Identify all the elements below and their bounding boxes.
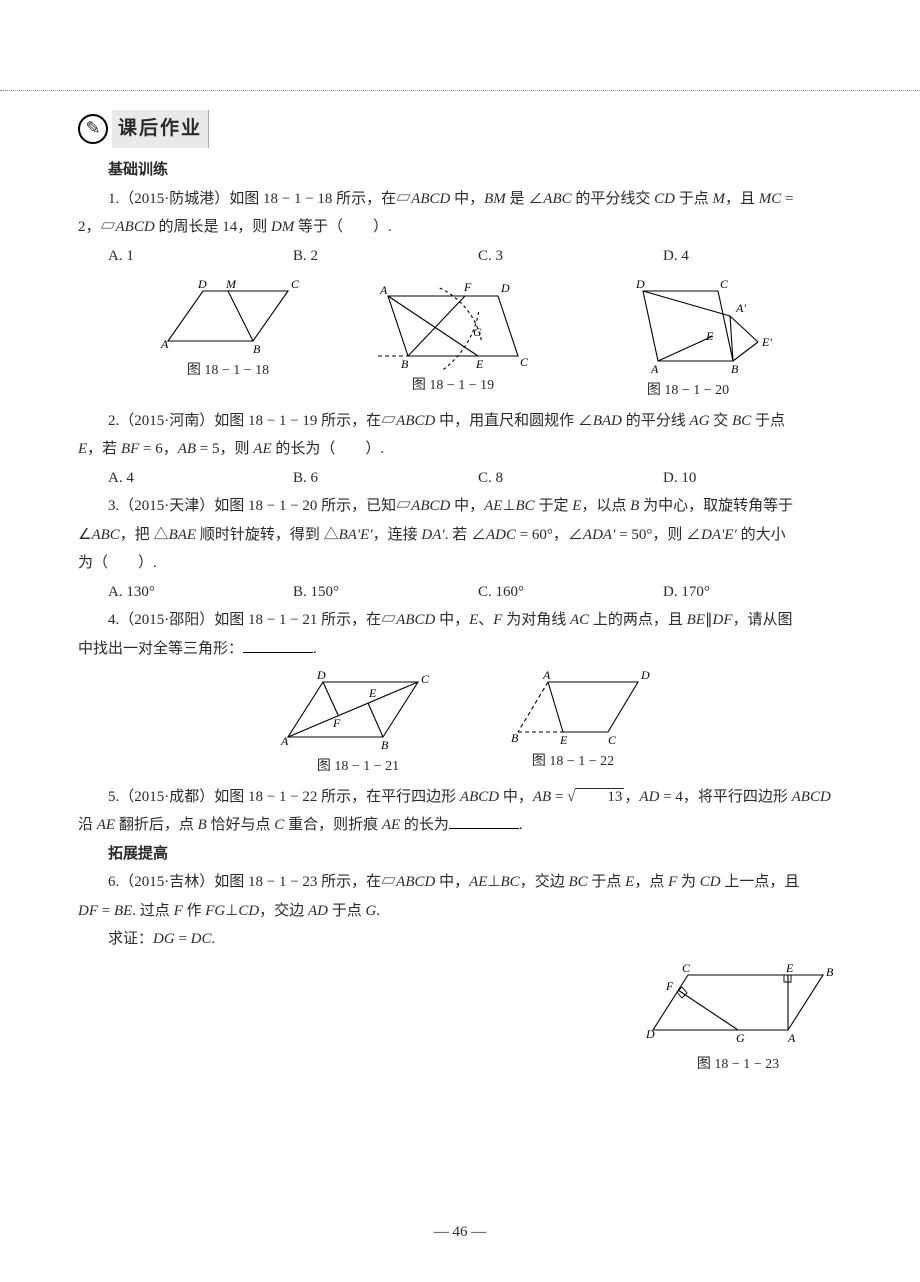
figure-row-3: C E B D G A F 图 18 − 1 − 23 — [78, 960, 848, 1079]
q1-opt-a: A. 1 — [108, 242, 293, 271]
fig-18-1-22: A D B E C 图 18 − 1 − 22 — [493, 667, 653, 781]
q4-blank — [243, 638, 313, 653]
q3-line1: 3.（2015·天津）如图 18 − 1 − 20 所示，已知▱ABCD 中，A… — [78, 492, 848, 521]
page-number: — 46 — — [0, 1218, 920, 1247]
q2-line2: E，若 BF = 6，AB = 5，则 AE 的长为（ ）. — [78, 435, 848, 464]
svg-text:E: E — [705, 329, 714, 343]
fig19-caption: 图 18 − 1 − 19 — [368, 373, 538, 400]
q2-opt-b: B. 6 — [293, 464, 478, 493]
dotted-divider — [0, 90, 920, 91]
q3-options: A. 130° B. 150° C. 160° D. 170° — [78, 578, 848, 607]
q5-blank — [449, 814, 519, 829]
q2-opt-a: A. 4 — [108, 464, 293, 493]
q1-line2: 2，▱ABCD 的周长是 14，则 DM 等于（ ）. — [78, 213, 848, 242]
q1-opt-b: B. 2 — [293, 242, 478, 271]
q3-opt-a: A. 130° — [108, 578, 293, 607]
svg-text:C: C — [421, 672, 430, 686]
q2-options: A. 4 B. 6 C. 8 D. 10 — [78, 464, 848, 493]
fig-18-1-18: D M C A B 图 18 − 1 − 18 — [148, 276, 308, 405]
svg-text:C: C — [291, 277, 300, 291]
svg-text:D: D — [316, 668, 326, 682]
svg-text:A: A — [160, 337, 169, 351]
q3-opt-c: C. 160° — [478, 578, 663, 607]
badge-title: 课后作业 — [112, 110, 209, 148]
svg-text:D: D — [197, 277, 207, 291]
svg-text:F: F — [463, 280, 472, 294]
svg-text:D: D — [500, 281, 510, 295]
page-content: ✎ 课后作业 基础训练 1.（2015·防城港）如图 18 − 1 − 18 所… — [78, 110, 848, 1078]
svg-text:F: F — [665, 979, 674, 993]
svg-text:A: A — [379, 283, 388, 297]
fig-18-1-23: C E B D G A F 图 18 − 1 − 23 — [638, 960, 838, 1079]
svg-text:C: C — [682, 961, 691, 975]
section-badge: ✎ 课后作业 — [78, 110, 848, 148]
q3-opt-b: B. 150° — [293, 578, 478, 607]
svg-text:C: C — [608, 733, 617, 747]
svg-text:B: B — [401, 357, 409, 371]
svg-text:A: A — [542, 668, 551, 682]
svg-text:E: E — [475, 357, 484, 371]
svg-text:M: M — [225, 277, 237, 291]
svg-text:E: E — [559, 733, 568, 747]
svg-text:E': E' — [761, 335, 772, 349]
badge-icon: ✎ — [78, 114, 108, 144]
q1-options: A. 1 B. 2 C. 3 D. 4 — [78, 242, 848, 271]
svg-text:C: C — [520, 355, 529, 369]
svg-text:C: C — [720, 277, 729, 291]
fig23-caption: 图 18 − 1 − 23 — [638, 1052, 838, 1079]
fig18-caption: 图 18 − 1 − 18 — [148, 358, 308, 385]
q3-line3: 为（ ）. — [78, 549, 848, 578]
q2-opt-c: C. 8 — [478, 464, 663, 493]
q5-line2: 沿 AE 翻折后，点 B 恰好与点 C 重合，则折痕 AE 的长为. — [78, 811, 848, 840]
fig-18-1-20: D C A B A' E' E 图 18 − 1 − 20 — [598, 276, 778, 405]
q5-line1: 5.（2015·成都）如图 18 − 1 − 22 所示，在平行四边形 ABCD… — [78, 783, 848, 812]
svg-text:D: D — [635, 277, 645, 291]
svg-text:D: D — [640, 668, 650, 682]
q1-line1: 1.（2015·防城港）如图 18 − 1 − 18 所示，在▱ABCD 中，B… — [78, 185, 848, 214]
subheading-extend: 拓展提高 — [78, 840, 848, 869]
q1-opt-c: C. 3 — [478, 242, 663, 271]
svg-text:B: B — [511, 731, 519, 745]
svg-text:B: B — [381, 738, 389, 752]
fig20-caption: 图 18 − 1 − 20 — [598, 378, 778, 405]
svg-text:B: B — [826, 965, 834, 979]
svg-text:D: D — [645, 1027, 655, 1041]
svg-text:B: B — [731, 362, 739, 376]
subheading-basic: 基础训练 — [78, 156, 848, 185]
q3-line2: ∠ABC，把 △BAE 顺时针旋转，得到 △BA′E′，连接 DA′. 若 ∠A… — [78, 521, 848, 550]
svg-text:F: F — [332, 716, 341, 730]
fig21-caption: 图 18 − 1 − 21 — [273, 754, 443, 781]
svg-text:G: G — [473, 325, 482, 339]
q2-line1: 2.（2015·河南）如图 18 − 1 − 19 所示，在▱ABCD 中，用直… — [78, 407, 848, 436]
svg-text:A: A — [280, 734, 289, 748]
figure-row-1: D M C A B 图 18 − 1 − 18 A F D B E C G 图 18 − 1 − 1… — [78, 276, 848, 405]
fig-18-1-19: A F D B E C G 图 18 − 1 − 19 — [368, 276, 538, 405]
svg-text:E: E — [785, 961, 794, 975]
q6-line2: DF = BE. 过点 F 作 FG⊥CD，交边 AD 于点 G. — [78, 897, 848, 926]
svg-text:A: A — [787, 1031, 796, 1045]
figure-row-2: D C A B F E 图 18 − 1 − 21 A D B E C 图 18 − 1 − 22 — [78, 667, 848, 781]
fig22-caption: 图 18 − 1 − 22 — [493, 749, 653, 776]
q2-opt-d: D. 10 — [663, 464, 848, 493]
svg-text:A': A' — [735, 301, 746, 315]
q3-opt-d: D. 170° — [663, 578, 848, 607]
svg-text:E: E — [368, 686, 377, 700]
q1-opt-d: D. 4 — [663, 242, 848, 271]
svg-text:B: B — [253, 342, 261, 356]
q6-line1: 6.（2015·吉林）如图 18 − 1 − 23 所示，在▱ABCD 中，AE… — [78, 868, 848, 897]
q6-line3: 求证：DG = DC. — [78, 925, 848, 954]
svg-text:A: A — [650, 362, 659, 376]
fig-18-1-21: D C A B F E 图 18 − 1 − 21 — [273, 667, 443, 781]
svg-text:G: G — [736, 1031, 745, 1045]
q4-line1: 4.（2015·邵阳）如图 18 − 1 − 21 所示，在▱ABCD 中，E、… — [78, 606, 848, 635]
q4-line2: 中找出一对全等三角形：. — [78, 635, 848, 664]
